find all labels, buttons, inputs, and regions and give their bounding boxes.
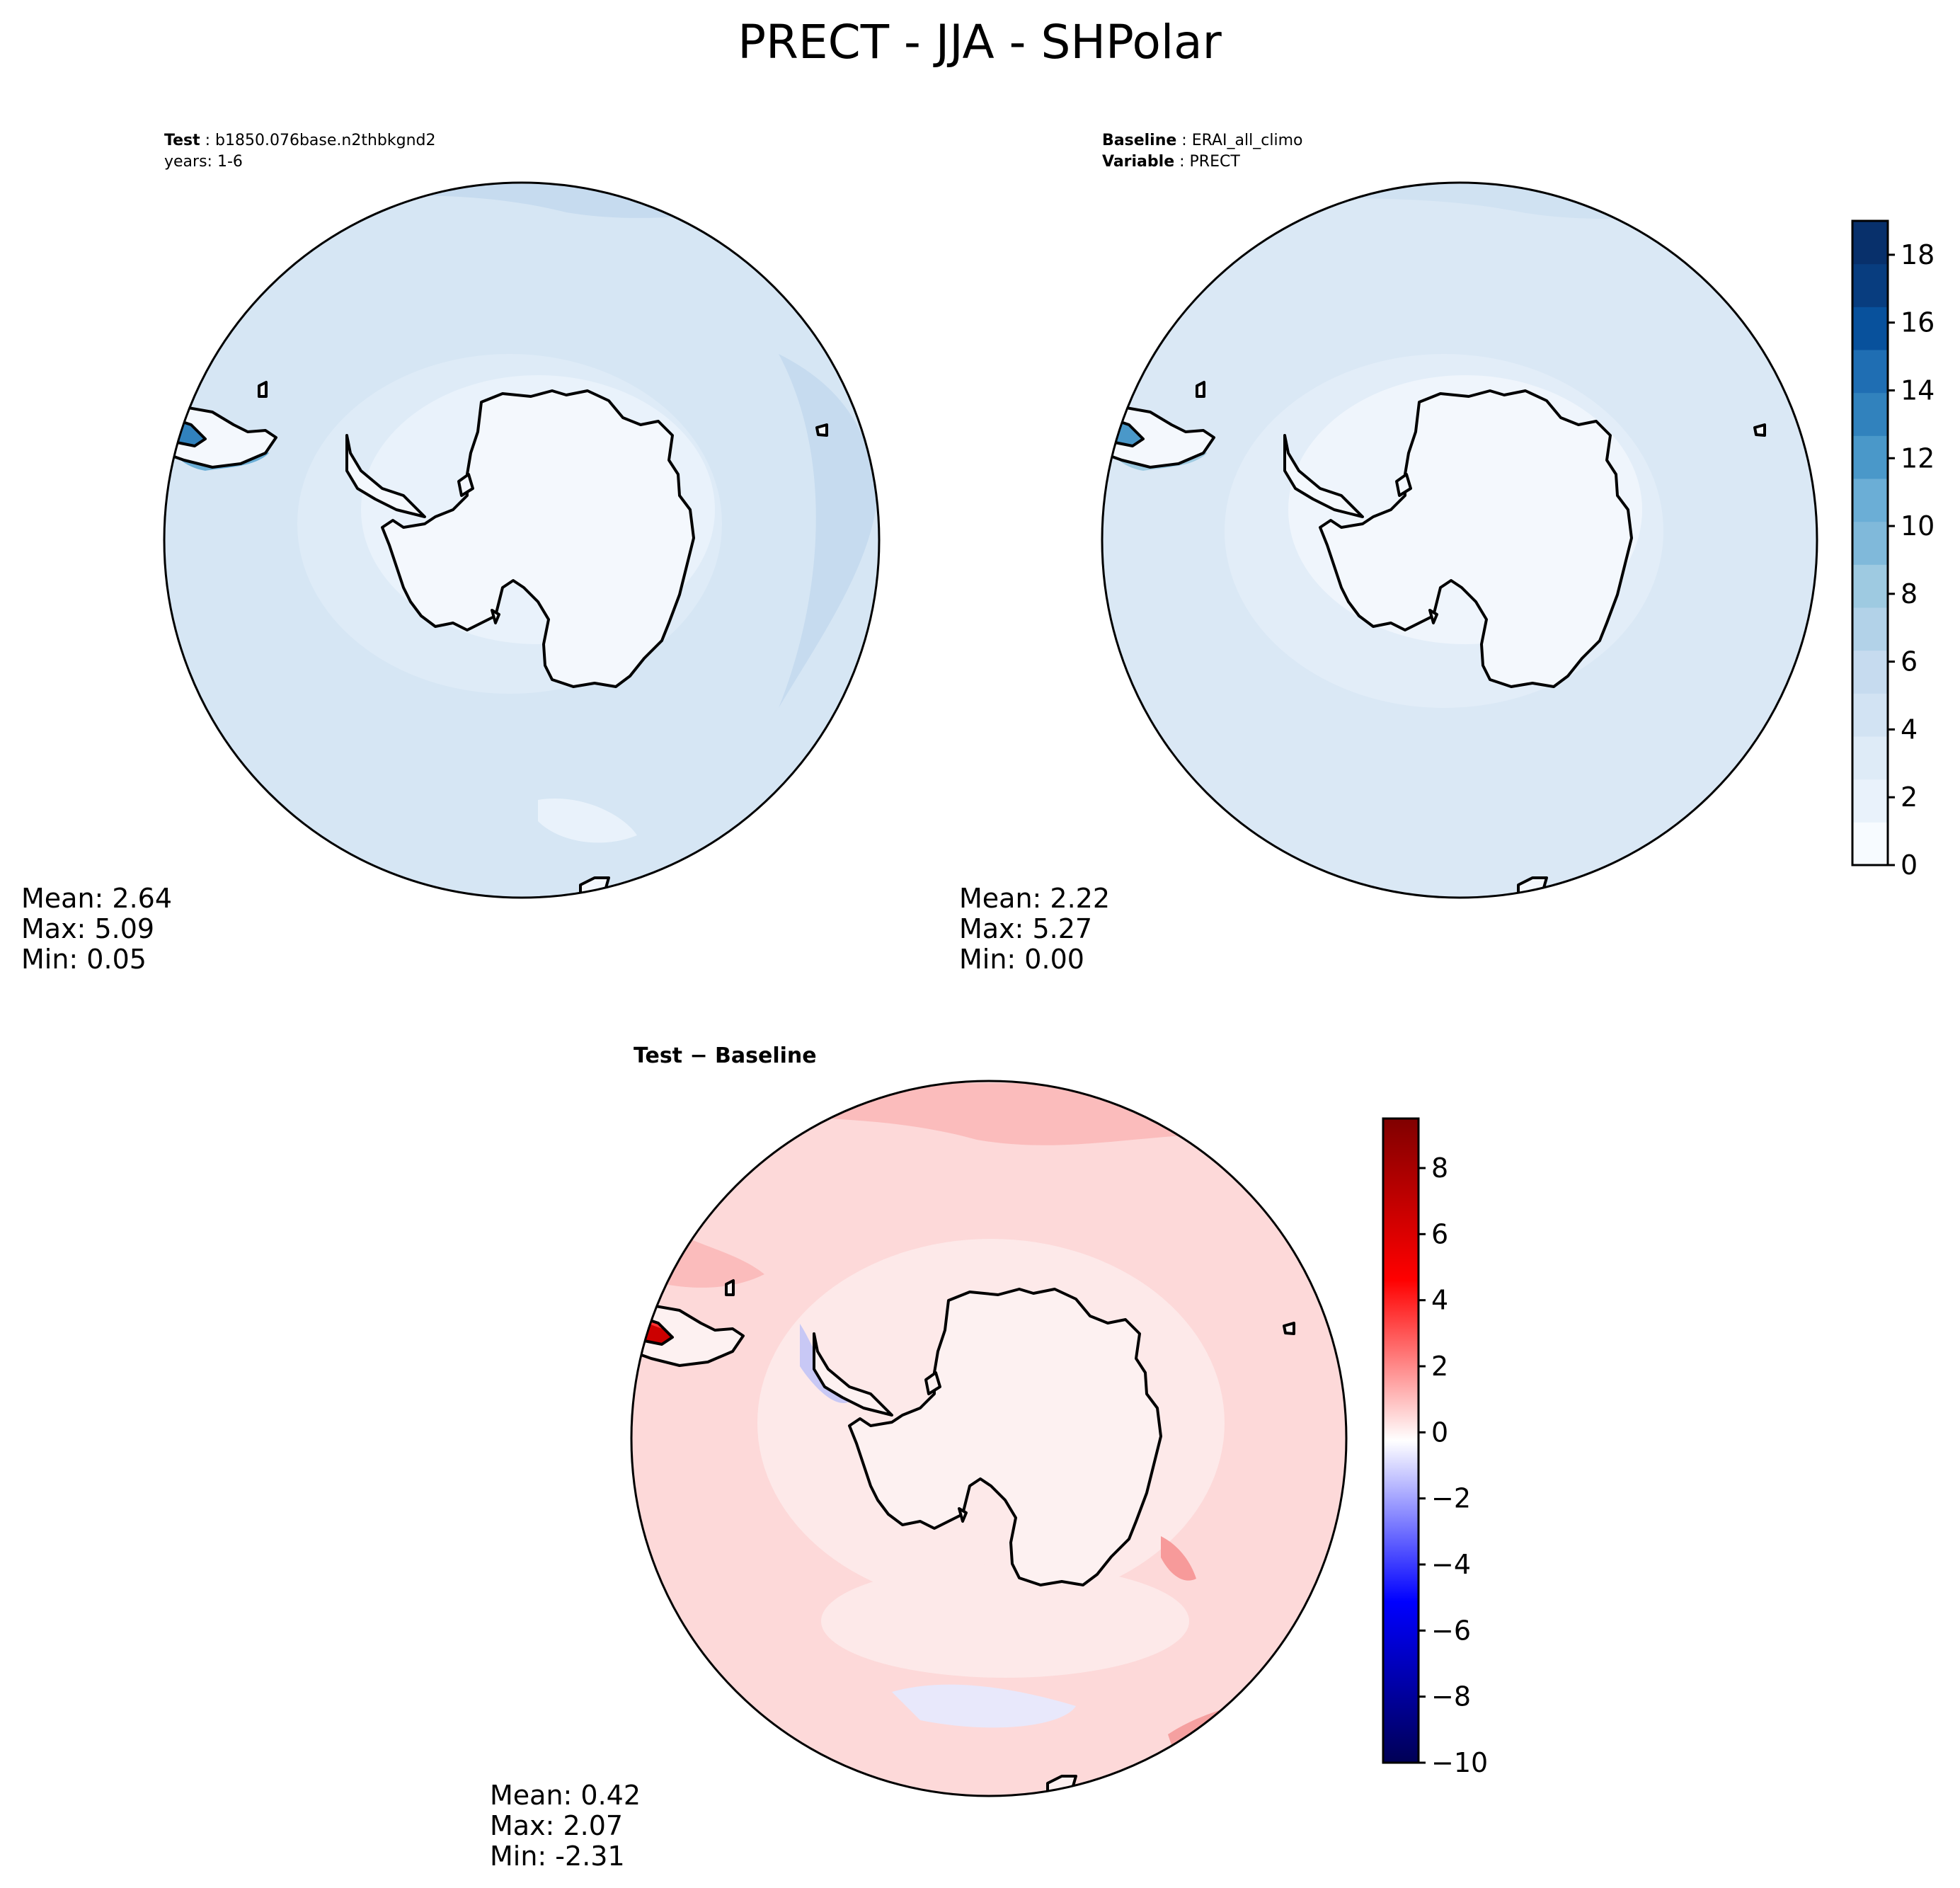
colorbar-sequential-frame <box>1851 219 1889 866</box>
colorbar-diverging-tick-label: 6 <box>1431 1218 1448 1249</box>
baseline-panel: Baseline : ERAI_all_climo Variable : PRE… <box>959 132 1818 975</box>
baseline-header-line1: Baseline : ERAI_all_climo <box>1102 132 1302 149</box>
colorbar-diverging-tick-label: −6 <box>1431 1615 1471 1646</box>
colorbar-sequential-band <box>1852 435 1888 479</box>
baseline-stat-max: Max: 5.27 <box>959 913 1092 944</box>
diff-stat-mean: Mean: 0.42 <box>490 1780 641 1811</box>
colorbar-diverging-tick-label: −8 <box>1431 1681 1471 1712</box>
diff-panel: Test − Baseline Mean: 0.42 <box>490 1043 1348 1872</box>
colorbar-sequential-band <box>1852 779 1888 823</box>
baseline-variable-value: PRECT <box>1190 153 1241 171</box>
baseline-header-label: Baseline <box>1102 132 1176 149</box>
colorbar-sequential-band <box>1852 822 1888 866</box>
colorbar-sequential-band <box>1852 650 1888 694</box>
test-header-years: years: 1-6 <box>164 153 243 171</box>
colorbar-diverging-tick-label: 4 <box>1431 1285 1448 1316</box>
colorbar-diverging-tick-label: 8 <box>1431 1152 1448 1184</box>
colorbar-sequential-band <box>1852 350 1888 394</box>
colorbar-sequential-tick-label: 8 <box>1901 578 1918 610</box>
test-panel: Test : b1850.076base.n2thbkgnd2 years: 1… <box>21 132 881 975</box>
colorbar-sequential-band <box>1852 263 1888 307</box>
colorbar-sequential: 0 2 4 6 8 10 12 14 16 18 <box>1851 219 1935 881</box>
test-stat-min: Min: 0.05 <box>21 944 147 975</box>
diff-stat-min: Min: -2.31 <box>490 1841 625 1872</box>
colorbar-sequential-tick-label: 6 <box>1901 646 1918 677</box>
colorbar-diverging-tick-label: −10 <box>1431 1747 1488 1778</box>
diff-map-boundary <box>630 1080 1348 1797</box>
colorbar-sequential-band <box>1852 479 1888 522</box>
colorbar-sequential-band <box>1852 221 1888 265</box>
colorbar-sequential-band <box>1852 307 1888 350</box>
diff-header: Test − Baseline <box>634 1043 817 1068</box>
test-header-line1: Test : b1850.076base.n2thbkgnd2 <box>164 132 436 149</box>
colorbar-sequential-bands <box>1852 221 1888 866</box>
colorbar-sequential-tick-label: 10 <box>1901 510 1935 542</box>
colorbar-sequential-tick-label: 16 <box>1901 307 1935 338</box>
test-stat-max: Max: 5.09 <box>21 913 154 944</box>
colorbar-sequential-band <box>1852 564 1888 608</box>
colorbar-diverging-tick-label: 2 <box>1431 1351 1448 1382</box>
colorbar-sequential-band <box>1852 607 1888 651</box>
colorbar-sequential-tick-label: 0 <box>1901 849 1918 881</box>
colorbar-sequential-tick-label: 14 <box>1901 374 1935 406</box>
baseline-variable-label: Variable <box>1102 153 1174 171</box>
baseline-map-boundary <box>1101 181 1818 899</box>
test-coastline <box>164 381 828 898</box>
colorbar-sequential-ticks: 0 2 4 6 8 10 12 14 16 18 <box>1888 239 1935 881</box>
colorbar-diverging-ticks: −10 −8 −6 −4 −2 0 2 4 6 8 <box>1419 1152 1488 1778</box>
baseline-coastline <box>1102 381 1766 898</box>
colorbar-sequential-tick-label: 2 <box>1901 782 1918 813</box>
colorbar-diverging-frame <box>1382 1117 1420 1764</box>
colorbar-sequential-tick-label: 12 <box>1901 442 1935 474</box>
colorbar-sequential-band <box>1852 736 1888 780</box>
colorbar-sequential-band <box>1852 693 1888 737</box>
colorbar-sequential-band <box>1852 392 1888 436</box>
test-header-label: Test <box>164 132 200 149</box>
colorbar-diverging-tick-label: −4 <box>1431 1549 1471 1580</box>
baseline-stat-mean: Mean: 2.22 <box>959 883 1110 914</box>
baseline-header-line2: Variable : PRECT <box>1102 153 1240 171</box>
colorbar-diverging: −10 −8 −6 −4 −2 0 2 4 6 8 <box>1382 1117 1488 1778</box>
colorbar-sequential-tick-label: 4 <box>1901 714 1918 745</box>
test-header-value: b1850.076base.n2thbkgnd2 <box>215 132 435 149</box>
colorbar-sequential-tick-label: 18 <box>1901 239 1935 270</box>
colorbar-diverging-tick-label: 0 <box>1431 1417 1448 1448</box>
test-map-boundary <box>163 181 881 899</box>
diff-stat-max: Max: 2.07 <box>490 1810 623 1841</box>
colorbar-sequential-band <box>1852 521 1888 565</box>
test-stat-mean: Mean: 2.64 <box>21 883 172 914</box>
figure-title: PRECT - JJA - SHPolar <box>738 15 1222 69</box>
colorbar-diverging-tick-label: −2 <box>1431 1483 1471 1514</box>
colorbar-diverging-gradient <box>1383 1119 1419 1763</box>
baseline-stat-min: Min: 0.00 <box>959 944 1084 975</box>
baseline-header-value: ERAI_all_climo <box>1192 132 1303 149</box>
